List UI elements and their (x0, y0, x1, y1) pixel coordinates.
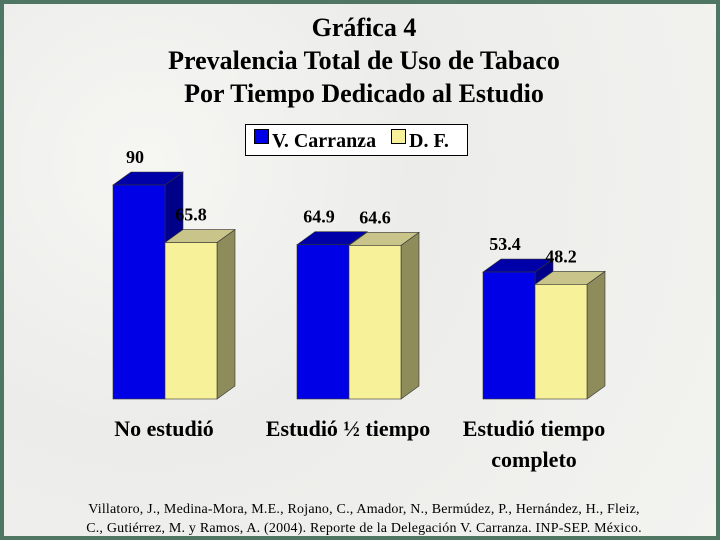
data-label: 64.9 (303, 207, 335, 227)
bar-front (348, 245, 402, 400)
bar-side (586, 270, 606, 400)
bar-side (400, 231, 420, 400)
data-label: 53.4 (489, 234, 521, 254)
data-label: 48.2 (545, 246, 577, 266)
bar-df-1 (348, 231, 420, 400)
legend-label-v-carranza: V. Carranza (272, 130, 377, 152)
bar-front (164, 242, 218, 400)
citation-line-2: C., Gutiérrez, M. y Ramos, A. (2004). Re… (86, 521, 642, 536)
chart-legend: V. Carranza D. F. (245, 124, 468, 156)
legend-label-df: D. F. (409, 130, 449, 152)
chart-title-line-1: Gráfica 4 (311, 13, 417, 42)
bar-front (296, 244, 350, 400)
category-label: Estudió ½ tiempo (266, 416, 430, 441)
category-label: completo (491, 447, 577, 472)
chart-title-line-2: Prevalencia Total de Uso de Tabaco (168, 46, 560, 75)
data-label: 90 (126, 147, 144, 167)
data-label: 65.8 (175, 205, 207, 225)
bar-front (112, 184, 166, 400)
chart-title-line-3: Por Tiempo Dedicado al Estudio (184, 79, 544, 108)
category-label: Estudió tiempo (463, 416, 605, 441)
bar-chart: 90 65.8 No estudió 64.9 64.6 Estudió ½ tiempo… (112, 147, 606, 472)
citation-line-1: Villatoro, J., Medina-Mora, M.E., Rojano… (88, 502, 640, 517)
bar-df-2 (534, 270, 606, 400)
legend-swatch-v-carranza (254, 129, 269, 144)
bar-side (216, 228, 236, 400)
bar-front (482, 271, 536, 400)
category-label: No estudió (114, 416, 214, 441)
bar-df-0 (164, 228, 236, 400)
bar-front (534, 284, 588, 400)
legend-swatch-df (391, 129, 406, 144)
data-label: 64.6 (359, 207, 391, 227)
